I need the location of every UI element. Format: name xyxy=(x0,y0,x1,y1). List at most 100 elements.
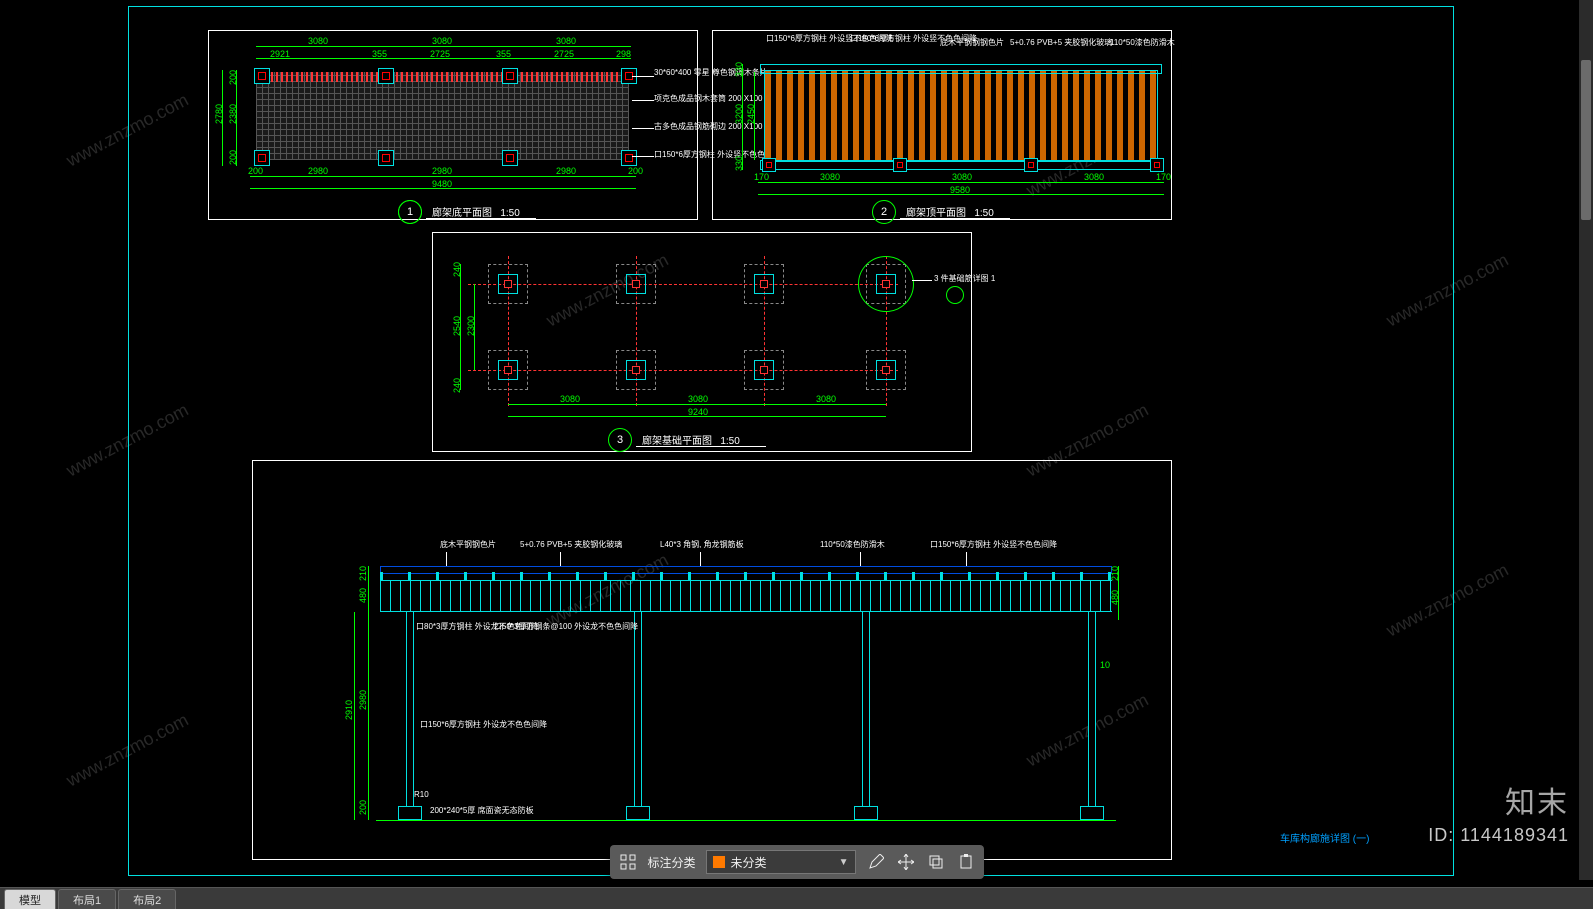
dim-text: 3080 xyxy=(560,394,580,404)
dim-text: 3080 xyxy=(816,394,836,404)
callout: R10 xyxy=(414,790,429,800)
dim-text: 3200 xyxy=(734,104,744,124)
view3-number: 3 xyxy=(608,428,632,452)
view2-column xyxy=(1150,158,1164,172)
view2-column xyxy=(1024,158,1038,172)
tab-layout2[interactable]: 布局2 xyxy=(118,889,176,909)
view1-column xyxy=(621,150,637,166)
dim-text: 298 xyxy=(616,49,631,59)
dim-text: 3080 xyxy=(952,172,972,182)
footing xyxy=(616,264,656,304)
leader-line xyxy=(446,552,447,566)
layout-tabs: 模型 布局1 布局2 xyxy=(0,887,1593,909)
callout: 5+0.76 PVB+5 夹胶钢化玻璃 xyxy=(520,540,622,550)
move-icon[interactable] xyxy=(896,852,916,872)
dim-text: 2980 xyxy=(308,166,328,176)
dim-text: 2980 xyxy=(358,690,368,710)
dim-text: 2921 xyxy=(270,49,290,59)
view2-roof-band xyxy=(760,160,1162,170)
elev-column xyxy=(406,612,414,818)
edit-icon[interactable] xyxy=(866,852,886,872)
dim-text: 240 xyxy=(452,378,462,393)
leader-line xyxy=(700,552,701,566)
leader-line xyxy=(560,552,561,566)
callout: 5+0.76 PVB+5 夹胶钢化玻璃 xyxy=(1010,38,1112,48)
dim-text: 480 xyxy=(358,588,368,603)
elev-base xyxy=(1080,806,1104,820)
dim-text: 3080 xyxy=(688,394,708,404)
view2-number: 2 xyxy=(872,200,896,224)
callout: 200*240*5厚 席面瓷无态防板 xyxy=(430,806,534,816)
callout: 口150*6厚方钢柱 外设竖不色色间降 xyxy=(930,540,1057,550)
view2-column xyxy=(762,158,776,172)
dim-text: 355 xyxy=(496,49,511,59)
view1-title: 廊架底平面图 1:50 xyxy=(432,204,520,219)
leader-line xyxy=(912,280,932,281)
view1-column xyxy=(254,68,270,84)
detail-circle xyxy=(858,256,914,312)
callout: 110*50漆色防滑木 xyxy=(1110,38,1175,48)
copy-icon[interactable] xyxy=(926,852,946,872)
view2-roof-band xyxy=(760,64,1162,74)
vertical-scrollbar[interactable] xyxy=(1579,0,1593,880)
scroll-thumb[interactable] xyxy=(1581,60,1591,220)
footing xyxy=(488,350,528,390)
view2-column xyxy=(893,158,907,172)
callout: L40*3 角钢, 角龙钢筋板 xyxy=(660,540,744,550)
category-swatch xyxy=(713,856,725,868)
dim-text: 2380 xyxy=(228,104,238,124)
dim-line xyxy=(758,182,1164,183)
dim-text: 200 xyxy=(228,150,238,165)
dim-text: 2450 xyxy=(746,104,756,124)
dim-text: 2725 xyxy=(430,49,450,59)
callout: 底木平钢钢钢色片 xyxy=(940,38,1004,48)
paste-icon[interactable] xyxy=(956,852,976,872)
dim-line xyxy=(250,176,636,177)
dim-text: 2980 xyxy=(556,166,576,176)
footing xyxy=(616,350,656,390)
callout: 口150*6厚方钢柱 外设龙不色色间降 xyxy=(420,720,547,730)
dim-text: 10 xyxy=(1100,660,1110,670)
dim-text: 210 xyxy=(358,566,368,581)
footing xyxy=(866,350,906,390)
dim-text: 3080 xyxy=(308,36,328,46)
callout: 110*50漆色防滑木 xyxy=(820,540,885,550)
view1-number: 1 xyxy=(398,200,422,224)
elev-column xyxy=(862,612,870,818)
view3-title: 廊架基础平面图 1:50 xyxy=(642,432,740,447)
dim-line xyxy=(508,404,886,405)
ground-line xyxy=(376,820,1116,821)
annotation-toolbar: 标注分类 未分类 ▼ xyxy=(609,845,983,879)
elev-column xyxy=(634,612,642,818)
dim-text: 480 xyxy=(1110,590,1120,605)
grid-icon[interactable] xyxy=(617,852,637,872)
view1-column xyxy=(378,68,394,84)
elev-brackets xyxy=(380,572,1112,580)
leader-line xyxy=(632,100,654,101)
dim-text: 9480 xyxy=(432,179,452,189)
watermark-logo: 知末 xyxy=(1505,778,1569,822)
dim-text: 2910 xyxy=(344,700,354,720)
panel-4-border xyxy=(252,460,1172,860)
leader-line xyxy=(966,552,967,566)
title-underline xyxy=(636,446,766,447)
cad-canvas[interactable]: www.znzmo.com www.znzmo.com www.znzmo.co… xyxy=(0,0,1593,880)
dropdown-value: 未分类 xyxy=(731,854,767,871)
leader-line xyxy=(632,76,654,77)
tab-layout1[interactable]: 布局1 xyxy=(58,889,116,909)
dim-text: 330 xyxy=(734,156,744,171)
grid-line xyxy=(468,370,898,371)
chevron-down-icon: ▼ xyxy=(839,857,849,868)
callout: 底木平钢钢色片 xyxy=(440,540,496,550)
view1-top-band xyxy=(256,72,629,82)
dim-text: 355 xyxy=(372,49,387,59)
dim-text: 2540 xyxy=(452,316,462,336)
dim-text: 200 xyxy=(628,166,643,176)
tab-model[interactable]: 模型 xyxy=(4,889,56,909)
view2-roof xyxy=(764,70,1158,162)
sheet-title: 车库构廊施详图 (一) xyxy=(1280,830,1369,845)
view1-column xyxy=(502,68,518,84)
dim-text: 170 xyxy=(754,172,769,182)
category-dropdown[interactable]: 未分类 ▼ xyxy=(706,850,856,874)
watermark-id: ID: 1144189341 xyxy=(1428,825,1569,846)
